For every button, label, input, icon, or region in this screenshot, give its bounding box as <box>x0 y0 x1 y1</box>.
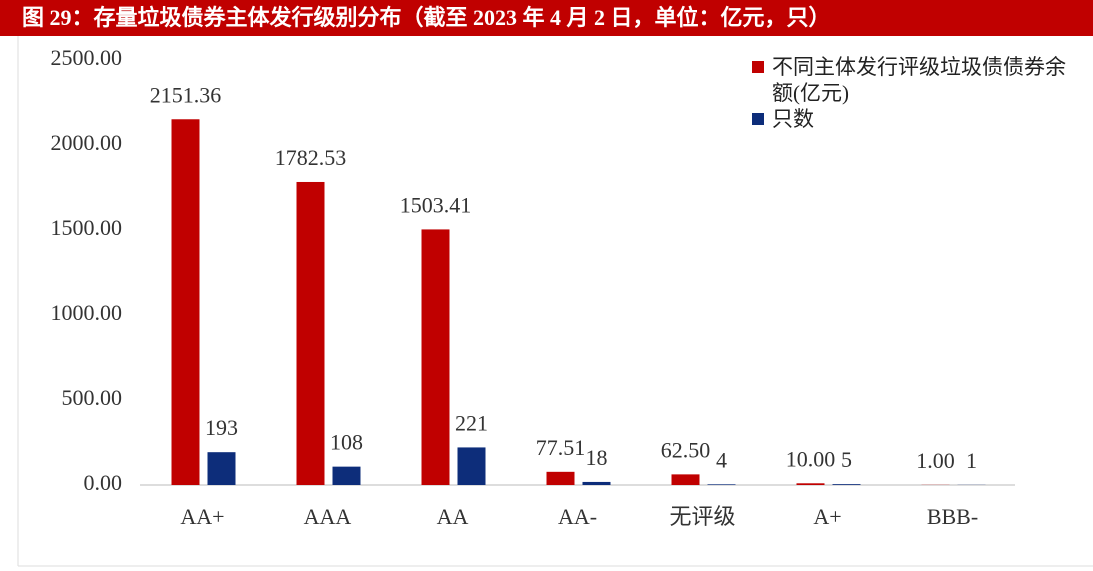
bar <box>546 471 575 485</box>
x-tick-label: A+ <box>813 504 841 529</box>
y-tick-label: 2500.00 <box>51 45 123 70</box>
legend-item: 只数 <box>752 106 1082 132</box>
data-label: 2151.36 <box>150 82 222 107</box>
data-label: 1503.41 <box>400 192 472 217</box>
data-label: 108 <box>330 430 363 455</box>
data-label: 221 <box>455 410 488 435</box>
y-tick-label: 1500.00 <box>51 215 123 240</box>
data-label: 1.00 <box>916 448 955 473</box>
x-tick-label: BBB- <box>927 504 978 529</box>
bar <box>207 452 236 485</box>
y-tick-label: 1000.00 <box>51 300 123 325</box>
y-tick-label: 2000.00 <box>51 130 123 155</box>
data-label: 77.51 <box>536 435 586 460</box>
legend-swatch <box>752 61 764 73</box>
y-tick-label: 0.00 <box>84 470 123 495</box>
bar <box>171 119 200 485</box>
x-tick-label: AA <box>437 504 469 529</box>
bar <box>457 447 486 485</box>
legend-label: 只数 <box>772 107 814 131</box>
bar <box>671 474 700 485</box>
legend-item: 不同主体发行评级垃圾债债券余额(亿元) <box>752 54 1082 106</box>
legend-label: 不同主体发行评级垃圾债债券余额(亿元) <box>772 55 1066 105</box>
bar <box>332 466 361 485</box>
data-label: 5 <box>841 447 852 472</box>
data-label: 10.00 <box>786 446 836 471</box>
bar <box>832 484 861 485</box>
data-label: 1 <box>966 448 977 473</box>
bar <box>582 481 611 485</box>
x-tick-label: AAA <box>304 504 352 529</box>
bar <box>796 483 825 485</box>
data-label: 4 <box>716 447 727 472</box>
legend: 不同主体发行评级垃圾债债券余额(亿元) 只数 <box>752 54 1082 132</box>
bar <box>421 229 450 485</box>
bar <box>296 181 325 485</box>
data-label: 18 <box>586 445 608 470</box>
x-tick-label: AA- <box>558 504 597 529</box>
bar <box>707 484 736 485</box>
legend-swatch <box>752 113 764 125</box>
y-tick-label: 500.00 <box>62 385 123 410</box>
data-label: 1782.53 <box>275 145 347 170</box>
data-label: 193 <box>205 415 238 440</box>
x-tick-label: 无评级 <box>669 504 735 529</box>
chart-title: 图 29：存量垃圾债券主体发行级别分布（截至 2023 年 4 月 2 日，单位… <box>0 0 1093 36</box>
x-tick-label: AA+ <box>180 504 224 529</box>
data-label: 62.50 <box>661 437 711 462</box>
